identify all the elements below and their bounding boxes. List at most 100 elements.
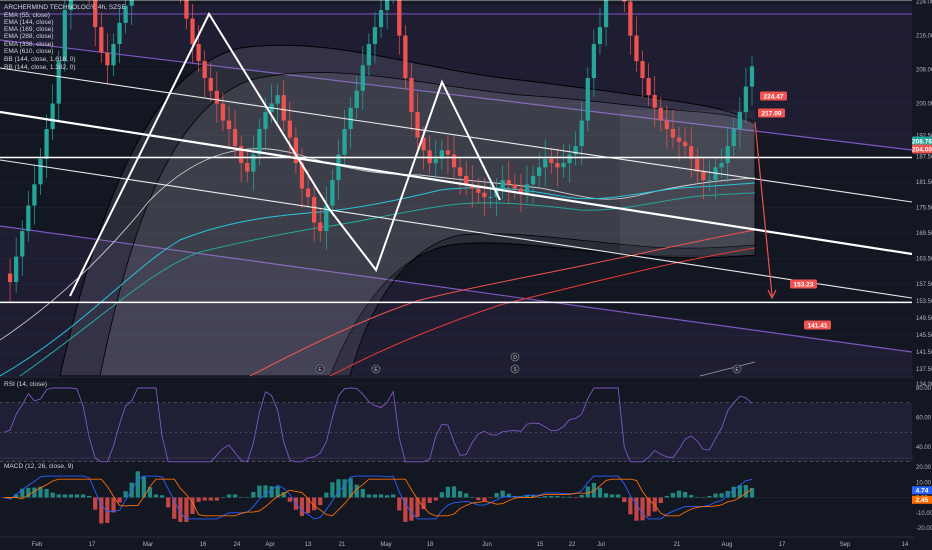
candle-body[interactable] bbox=[433, 158, 438, 164]
candle-body[interactable] bbox=[537, 167, 542, 176]
event-marker-D[interactable] bbox=[510, 352, 520, 362]
candle-body[interactable] bbox=[658, 107, 663, 121]
candle-body[interactable] bbox=[506, 180, 511, 185]
trendline-upper[interactable] bbox=[0, 67, 913, 203]
candle-body[interactable] bbox=[451, 154, 457, 168]
candle-body[interactable] bbox=[378, 10, 384, 28]
trendline-main[interactable] bbox=[0, 110, 913, 256]
candle-body[interactable] bbox=[239, 146, 244, 164]
trendline-lower[interactable] bbox=[0, 159, 913, 299]
candle-body[interactable] bbox=[713, 167, 718, 181]
candle-body[interactable] bbox=[482, 192, 487, 198]
candle-body[interactable] bbox=[664, 120, 669, 130]
candle-body[interactable] bbox=[676, 137, 682, 142]
projection-arrow[interactable] bbox=[754, 121, 773, 297]
candle-body[interactable] bbox=[275, 95, 280, 104]
candle-body[interactable] bbox=[190, 18, 195, 45]
candle-body[interactable] bbox=[682, 141, 688, 147]
candle-body[interactable] bbox=[555, 163, 560, 168]
candle-body[interactable] bbox=[622, 0, 627, 2]
candle-body[interactable] bbox=[512, 184, 517, 189]
candle-body[interactable] bbox=[287, 120, 292, 138]
candle-body[interactable] bbox=[701, 171, 706, 181]
candle-body[interactable] bbox=[749, 66, 755, 87]
candle-body[interactable] bbox=[14, 256, 19, 283]
candle-body[interactable] bbox=[38, 158, 43, 185]
candle-body[interactable] bbox=[500, 180, 505, 189]
candle-body[interactable] bbox=[312, 197, 317, 223]
candle-body[interactable] bbox=[670, 129, 676, 138]
candle-body[interactable] bbox=[105, 52, 110, 66]
candle-body[interactable] bbox=[26, 205, 31, 232]
candle-body[interactable] bbox=[585, 78, 590, 121]
candle-body[interactable] bbox=[263, 112, 268, 130]
candle-body[interactable] bbox=[245, 163, 250, 172]
candle-body[interactable] bbox=[427, 150, 432, 164]
candle-body[interactable] bbox=[62, 10, 67, 62]
candle-body[interactable] bbox=[464, 175, 469, 185]
event-marker-E[interactable] bbox=[315, 364, 325, 374]
candle-body[interactable] bbox=[318, 222, 323, 232]
event-marker-E[interactable] bbox=[732, 364, 742, 374]
candle-body[interactable] bbox=[366, 44, 372, 66]
candle-body[interactable] bbox=[281, 95, 286, 121]
candle-body[interactable] bbox=[421, 137, 426, 151]
candle-body[interactable] bbox=[44, 129, 49, 159]
candle-body[interactable] bbox=[549, 158, 554, 164]
candle-body[interactable] bbox=[214, 90, 219, 104]
candle-body[interactable] bbox=[342, 129, 347, 155]
candle-body[interactable] bbox=[597, 27, 603, 45]
candle-body[interactable] bbox=[257, 129, 262, 155]
candle-body[interactable] bbox=[129, 0, 134, 6]
candle-body[interactable] bbox=[348, 107, 353, 130]
candle-body[interactable] bbox=[561, 163, 566, 168]
candle-body[interactable] bbox=[232, 129, 238, 147]
candle-body[interactable] bbox=[567, 154, 572, 164]
candle-body[interactable] bbox=[50, 103, 55, 130]
candle-body[interactable] bbox=[415, 112, 420, 138]
candle-body[interactable] bbox=[524, 184, 530, 193]
candle-body[interactable] bbox=[409, 78, 414, 113]
candle-body[interactable] bbox=[354, 90, 359, 108]
candle-body[interactable] bbox=[299, 163, 305, 189]
candle-body[interactable] bbox=[573, 146, 578, 155]
candle-body[interactable] bbox=[725, 146, 730, 164]
candle-body[interactable] bbox=[591, 44, 597, 79]
event-marker-E[interactable] bbox=[371, 364, 381, 374]
candle-body[interactable] bbox=[32, 184, 37, 206]
candle-body[interactable] bbox=[20, 231, 25, 257]
candle-body[interactable] bbox=[640, 61, 645, 79]
candle-body[interactable] bbox=[360, 65, 365, 91]
candle-body[interactable] bbox=[56, 61, 61, 104]
candle-body[interactable] bbox=[743, 86, 749, 113]
candle-body[interactable] bbox=[737, 112, 742, 130]
event-marker-S[interactable] bbox=[510, 364, 520, 374]
trend-lines[interactable] bbox=[0, 0, 913, 304]
candle-body[interactable] bbox=[707, 180, 712, 182]
zigzag-pattern[interactable] bbox=[69, 11, 501, 297]
candle-body[interactable] bbox=[208, 78, 213, 91]
candle-body[interactable] bbox=[372, 27, 378, 45]
candle-body[interactable] bbox=[251, 154, 256, 172]
candle-body[interactable] bbox=[628, 1, 633, 36]
candle-body[interactable] bbox=[543, 158, 548, 168]
candle-body[interactable] bbox=[695, 158, 700, 172]
candle-body[interactable] bbox=[330, 180, 335, 206]
candle-body[interactable] bbox=[603, 0, 609, 28]
candle-body[interactable] bbox=[220, 103, 226, 121]
candle-body[interactable] bbox=[689, 146, 694, 159]
candle-body[interactable] bbox=[196, 44, 201, 62]
candle-body[interactable] bbox=[336, 154, 341, 181]
event-markers[interactable]: E E DS E bbox=[315, 352, 742, 374]
candle-body[interactable] bbox=[99, 27, 104, 53]
candle-body[interactable] bbox=[226, 120, 232, 130]
candle-body[interactable] bbox=[439, 150, 444, 159]
candle-body[interactable] bbox=[445, 150, 451, 155]
zigzag-line[interactable] bbox=[69, 11, 501, 297]
candle-body[interactable] bbox=[7, 273, 13, 283]
candle-body[interactable] bbox=[476, 188, 481, 193]
candle-body[interactable] bbox=[93, 0, 98, 28]
candle-body[interactable] bbox=[530, 175, 536, 185]
candle-body[interactable] bbox=[68, 0, 74, 11]
